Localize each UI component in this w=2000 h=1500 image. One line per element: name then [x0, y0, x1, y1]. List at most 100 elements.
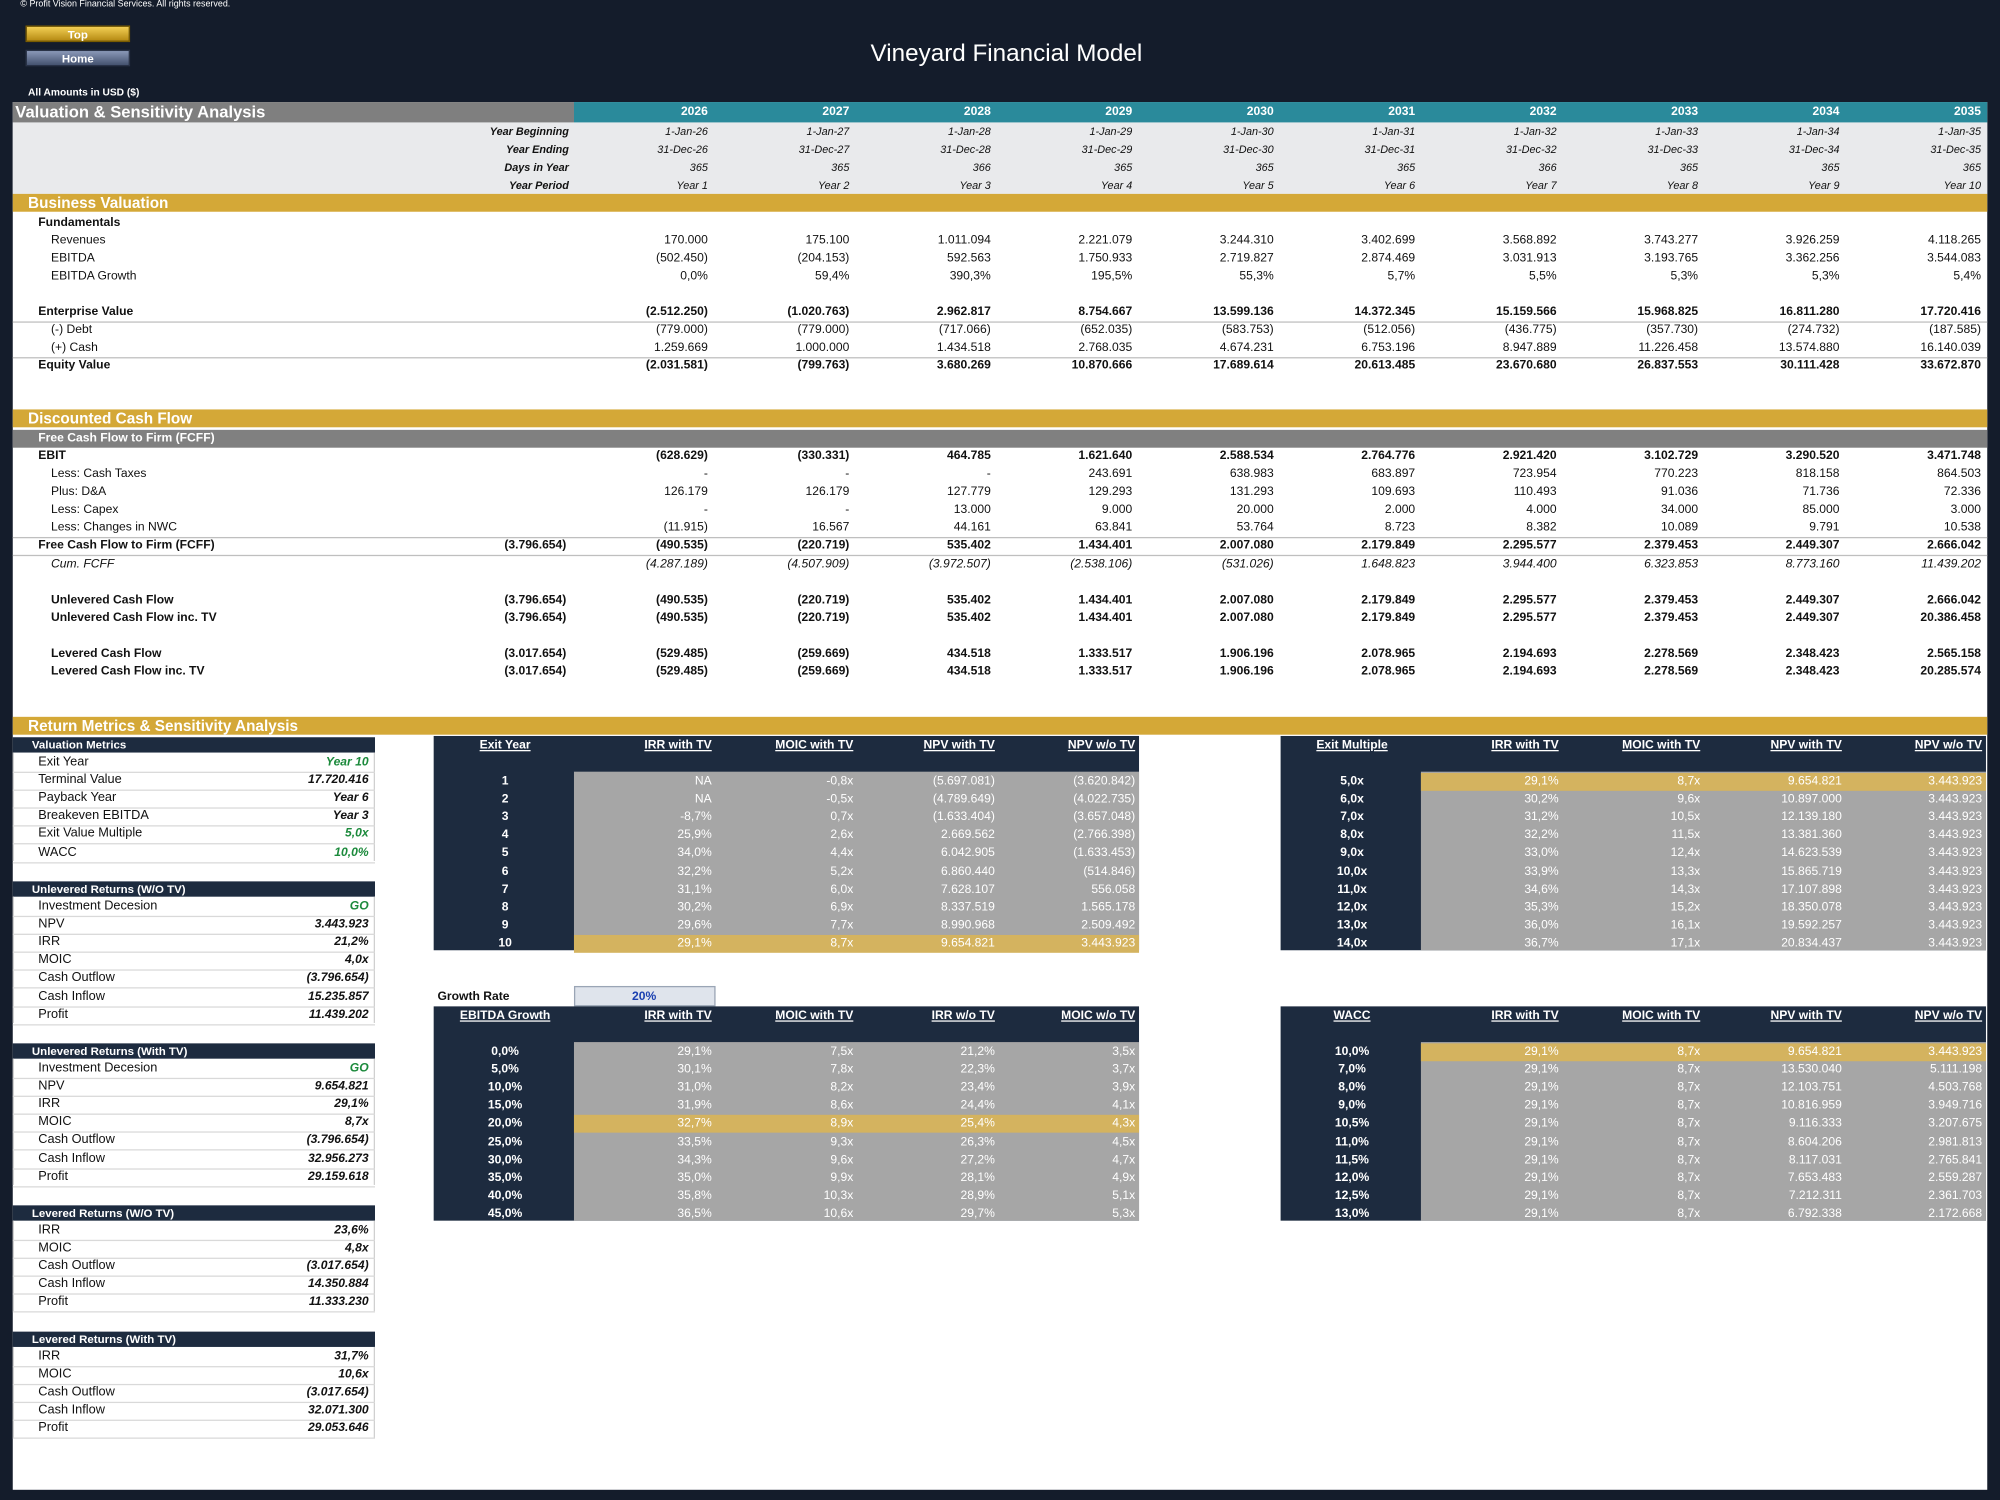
- row-border: [12, 1077, 375, 1080]
- table-cell: (5.697.081): [932, 774, 995, 789]
- cell-value: (2.031.581): [645, 358, 708, 373]
- cell-value: 1.750.933: [1078, 251, 1133, 266]
- top-button[interactable]: [25, 25, 131, 43]
- table-cell: 7,7x: [830, 918, 854, 933]
- table-cell: 36,0%: [1524, 918, 1559, 933]
- year-header: 2028: [963, 104, 991, 119]
- table-cell: 0,0%: [491, 1044, 519, 1059]
- table-header: IRR with TV: [644, 738, 712, 753]
- row-border: [12, 969, 375, 972]
- table-cell: 8,7x: [1677, 1170, 1701, 1185]
- table-cell: 5: [501, 846, 509, 861]
- section-title: Return Metrics & Sensitivity Analysis: [28, 716, 298, 735]
- initial-value: (3.017.654): [504, 664, 567, 679]
- cell-value: 11.439.202: [1921, 557, 1981, 572]
- table-cell: 10.816.959: [1781, 1098, 1842, 1113]
- cell-value: (204.153): [797, 251, 850, 266]
- timeline-value: 31-Dec-32: [1505, 142, 1557, 156]
- metric-label: Cash Inflow: [38, 1403, 105, 1418]
- cell-value: 864.503: [1937, 466, 1981, 481]
- table-cell: 8,0%: [1338, 1080, 1366, 1095]
- metric-value: GO: [349, 1061, 369, 1076]
- cell-value: 723.954: [1512, 466, 1557, 481]
- cell-value: 16.140.039: [1920, 340, 1981, 355]
- row-border: [12, 357, 1988, 359]
- row-border: [12, 1257, 375, 1260]
- cell-value: (2.512.250): [645, 304, 708, 319]
- cell-value: 3.290.520: [1785, 448, 1840, 464]
- cell-value: 20.613.485: [1354, 358, 1416, 373]
- page-title: Vineyard Financial Model: [870, 40, 1143, 68]
- table-cell: (1.633.453): [1073, 846, 1136, 861]
- table-header: MOIC with TV: [775, 738, 854, 753]
- metric-value: (3.796.654): [306, 971, 369, 986]
- table-cell: 32,2%: [677, 864, 712, 879]
- cell-value: (357.730): [1646, 322, 1699, 337]
- timeline-value: 31-Dec-26: [657, 142, 708, 156]
- row-border: [12, 1023, 375, 1025]
- metric-label: Cash Outflow: [38, 1133, 115, 1148]
- cell-value: 2.295.577: [1502, 593, 1557, 608]
- cell-value: 13.574.880: [1778, 340, 1840, 355]
- table-cell: (1.633.404): [932, 810, 995, 825]
- table-cell: 29,6%: [677, 918, 712, 933]
- table-cell: 3.443.923: [1081, 936, 1136, 951]
- table-cell: 31,0%: [677, 1080, 712, 1095]
- panel-border: [373, 1058, 375, 1185]
- table-cell: 2: [501, 792, 509, 807]
- cell-value: 2.921.420: [1502, 448, 1557, 464]
- cell-value: (583.753): [1221, 322, 1274, 337]
- timeline-value: 31-Dec-28: [940, 142, 991, 156]
- table-cell: 8,7x: [1677, 1206, 1701, 1221]
- cell-value: 8.773.160: [1785, 557, 1840, 572]
- cell-value: 16.811.280: [1779, 304, 1840, 319]
- table-cell: 8,7x: [1677, 1098, 1701, 1113]
- table-cell: 21,2%: [960, 1044, 995, 1059]
- table-cell: NA: [694, 774, 712, 789]
- cell-value: 535.402: [947, 610, 991, 625]
- table-cell: 36,5%: [677, 1206, 712, 1221]
- table-cell: 29,1%: [1524, 774, 1559, 789]
- table-cell: 11,0%: [1335, 1134, 1369, 1149]
- cell-value: 63.841: [1095, 520, 1133, 535]
- table-cell: 4,9x: [1112, 1170, 1136, 1185]
- cell-value: 9.791: [1809, 520, 1840, 535]
- cell-value: -: [845, 502, 850, 517]
- row-border: [12, 536, 1988, 539]
- top-button-label: Top: [67, 28, 88, 41]
- row-label: (-) Debt: [51, 322, 93, 337]
- metric-label: NPV: [38, 917, 65, 932]
- row-label: Less: Capex: [51, 502, 119, 517]
- timeline-value: 366: [972, 160, 991, 174]
- cell-value: 195,5%: [1091, 269, 1133, 284]
- cell-value: (220.719): [797, 610, 850, 625]
- home-button[interactable]: [25, 49, 131, 67]
- timeline-value: 1-Jan-26: [665, 124, 708, 138]
- table-cell: 29,1%: [1524, 1170, 1559, 1185]
- cell-value: (1.020.763): [787, 304, 850, 319]
- cell-value: 126.179: [805, 484, 850, 499]
- row-label: (+) Cash: [51, 340, 98, 355]
- table-cell: 3.443.923: [1928, 900, 1983, 915]
- cell-value: 71.736: [1802, 484, 1840, 499]
- table-cell: 8,7x: [1677, 1044, 1701, 1059]
- table-cell: 2.509.492: [1081, 918, 1136, 933]
- cell-value: (274.732): [1787, 322, 1840, 337]
- table-cell: 29,1%: [1524, 1188, 1559, 1203]
- table-cell: 0,7x: [830, 810, 854, 825]
- metric-label: Cash Inflow: [38, 989, 105, 1004]
- table-cell: 10,6x: [823, 1206, 854, 1221]
- table-cell: 29,1%: [1524, 1206, 1559, 1221]
- timeline-label: Days in Year: [504, 160, 569, 174]
- table-cell: 10,5x: [1670, 810, 1701, 825]
- timeline-value: 1-Jan-33: [1655, 124, 1699, 138]
- input-box: [573, 985, 716, 1007]
- timeline-value: Year 10: [1943, 178, 1981, 192]
- row-border: [12, 807, 375, 809]
- panel-header: [12, 881, 375, 897]
- table-data-area: [573, 771, 1140, 951]
- cell-value: 3.471.748: [1927, 448, 1981, 464]
- row-label: Free Cash Flow to Firm (FCFF): [38, 538, 215, 553]
- table-header: NPV w/o TV: [1914, 738, 1983, 753]
